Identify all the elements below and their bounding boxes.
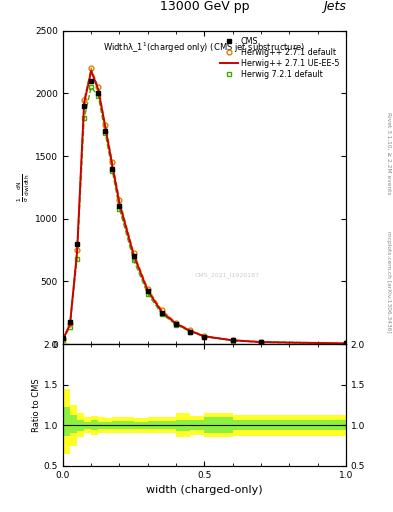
Herwig++ 2.7.1 UE-EE-5 — [103, 124, 108, 130]
Herwig++ 2.7.1 UE-EE-5 — [145, 288, 150, 294]
Herwig++ 2.7.1 UE-EE-5 — [89, 68, 94, 74]
Text: Width$\mathdefault{\lambda}$_1$^1$(charged only) (CMS jet substructure): Width$\mathdefault{\lambda}$_1$^1$(charg… — [103, 40, 305, 54]
Herwig++ 2.7.1 default — [343, 340, 348, 347]
Herwig 7.2.1 default — [259, 339, 263, 346]
Herwig 7.2.1 default — [110, 168, 115, 174]
Herwig 7.2.1 default — [103, 131, 108, 137]
Herwig++ 2.7.1 UE-EE-5 — [96, 87, 101, 93]
CMS — [174, 321, 178, 327]
CMS — [230, 337, 235, 344]
Text: Jets: Jets — [323, 1, 346, 13]
Herwig++ 2.7.1 default — [145, 286, 150, 292]
Herwig++ 2.7.1 default — [103, 122, 108, 128]
Herwig++ 2.7.1 default — [259, 339, 263, 345]
Herwig++ 2.7.1 UE-EE-5 — [68, 322, 72, 328]
Herwig++ 2.7.1 UE-EE-5 — [82, 100, 86, 106]
CMS — [103, 128, 108, 134]
Herwig 7.2.1 default — [145, 291, 150, 297]
Herwig++ 2.7.1 default — [131, 249, 136, 255]
Herwig++ 2.7.1 default — [230, 337, 235, 343]
Herwig++ 2.7.1 UE-EE-5 — [75, 249, 79, 255]
Herwig 7.2.1 default — [96, 93, 101, 99]
CMS — [96, 90, 101, 96]
Herwig++ 2.7.1 default — [110, 159, 115, 165]
CMS — [259, 339, 263, 345]
Herwig++ 2.7.1 UE-EE-5 — [259, 339, 263, 345]
Herwig++ 2.7.1 UE-EE-5 — [343, 340, 348, 347]
Herwig++ 2.7.1 default — [174, 319, 178, 326]
Herwig++ 2.7.1 default — [96, 84, 101, 90]
Herwig 7.2.1 default — [188, 329, 193, 335]
Herwig++ 2.7.1 default — [61, 336, 65, 342]
Legend: CMS, Herwig++ 2.7.1 default, Herwig++ 2.7.1 UE-EE-5, Herwig 7.2.1 default: CMS, Herwig++ 2.7.1 default, Herwig++ 2.… — [218, 35, 342, 81]
Herwig++ 2.7.1 UE-EE-5 — [202, 333, 207, 339]
Text: CMS_2021_I1920187: CMS_2021_I1920187 — [195, 272, 259, 278]
CMS — [188, 329, 193, 335]
CMS — [202, 333, 207, 339]
Herwig++ 2.7.1 default — [68, 321, 72, 327]
Herwig++ 2.7.1 UE-EE-5 — [230, 337, 235, 344]
Herwig++ 2.7.1 UE-EE-5 — [160, 309, 164, 315]
Line: Herwig++ 2.7.1 UE-EE-5: Herwig++ 2.7.1 UE-EE-5 — [63, 71, 346, 344]
Text: 13000 GeV pp: 13000 GeV pp — [160, 1, 249, 13]
Y-axis label: Ratio to CMS: Ratio to CMS — [32, 378, 41, 432]
Herwig 7.2.1 default — [131, 257, 136, 263]
Herwig 7.2.1 default — [202, 334, 207, 340]
Herwig 7.2.1 default — [89, 84, 94, 90]
Herwig++ 2.7.1 default — [82, 97, 86, 103]
CMS — [89, 78, 94, 84]
CMS — [110, 165, 115, 172]
Herwig++ 2.7.1 UE-EE-5 — [61, 336, 65, 343]
Text: mcplots.cern.ch [arXiv:1306.3436]: mcplots.cern.ch [arXiv:1306.3436] — [386, 231, 391, 332]
Herwig 7.2.1 default — [174, 322, 178, 328]
Herwig++ 2.7.1 default — [202, 333, 207, 339]
Herwig 7.2.1 default — [68, 324, 72, 330]
Herwig++ 2.7.1 default — [188, 327, 193, 333]
CMS — [75, 241, 79, 247]
Herwig++ 2.7.1 UE-EE-5 — [131, 252, 136, 258]
CMS — [68, 318, 72, 325]
Herwig 7.2.1 default — [75, 256, 79, 262]
Herwig 7.2.1 default — [61, 337, 65, 344]
Herwig 7.2.1 default — [117, 206, 122, 212]
Text: Rivet 3.1.10, ≥ 2.2M events: Rivet 3.1.10, ≥ 2.2M events — [386, 112, 391, 195]
CMS — [145, 288, 150, 294]
Herwig 7.2.1 default — [82, 115, 86, 121]
Line: CMS: CMS — [61, 79, 347, 345]
Herwig++ 2.7.1 UE-EE-5 — [110, 163, 115, 169]
Herwig 7.2.1 default — [230, 337, 235, 344]
Herwig 7.2.1 default — [343, 340, 348, 347]
X-axis label: width (charged-only): width (charged-only) — [146, 485, 263, 495]
Herwig++ 2.7.1 UE-EE-5 — [117, 201, 122, 207]
Line: Herwig++ 2.7.1 default: Herwig++ 2.7.1 default — [61, 66, 348, 346]
Line: Herwig 7.2.1 default: Herwig 7.2.1 default — [61, 84, 348, 346]
Herwig++ 2.7.1 UE-EE-5 — [174, 321, 178, 327]
CMS — [82, 103, 86, 109]
Herwig++ 2.7.1 default — [75, 247, 79, 253]
Herwig++ 2.7.1 UE-EE-5 — [188, 328, 193, 334]
CMS — [61, 335, 65, 341]
Herwig++ 2.7.1 default — [160, 307, 164, 313]
CMS — [131, 253, 136, 260]
Herwig 7.2.1 default — [160, 311, 164, 317]
CMS — [160, 310, 164, 316]
Y-axis label: $\mathdefault{\frac{1}{\sigma}\,\frac{dN}{d\,\mathrm{width}}}$: $\mathdefault{\frac{1}{\sigma}\,\frac{dN… — [16, 173, 32, 202]
CMS — [343, 340, 348, 347]
CMS — [117, 203, 122, 209]
Herwig++ 2.7.1 default — [117, 197, 122, 203]
Herwig++ 2.7.1 default — [89, 65, 94, 71]
